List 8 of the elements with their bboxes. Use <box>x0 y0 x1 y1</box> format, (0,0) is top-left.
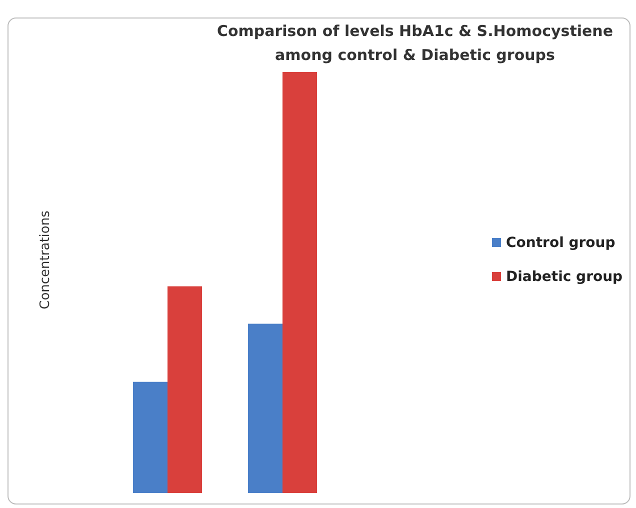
text: Comparison of levels HbA1c & S.Homocystiene among control & Diabetic groups <box>216 22 614 64</box>
legend-label: Control group <box>506 234 616 251</box>
bar <box>168 286 202 493</box>
bar <box>248 324 282 493</box>
bar <box>133 382 168 493</box>
y-axis-title: Concentrations <box>38 210 53 310</box>
legend-label: Diabetic group <box>506 268 623 285</box>
bar <box>282 72 317 493</box>
